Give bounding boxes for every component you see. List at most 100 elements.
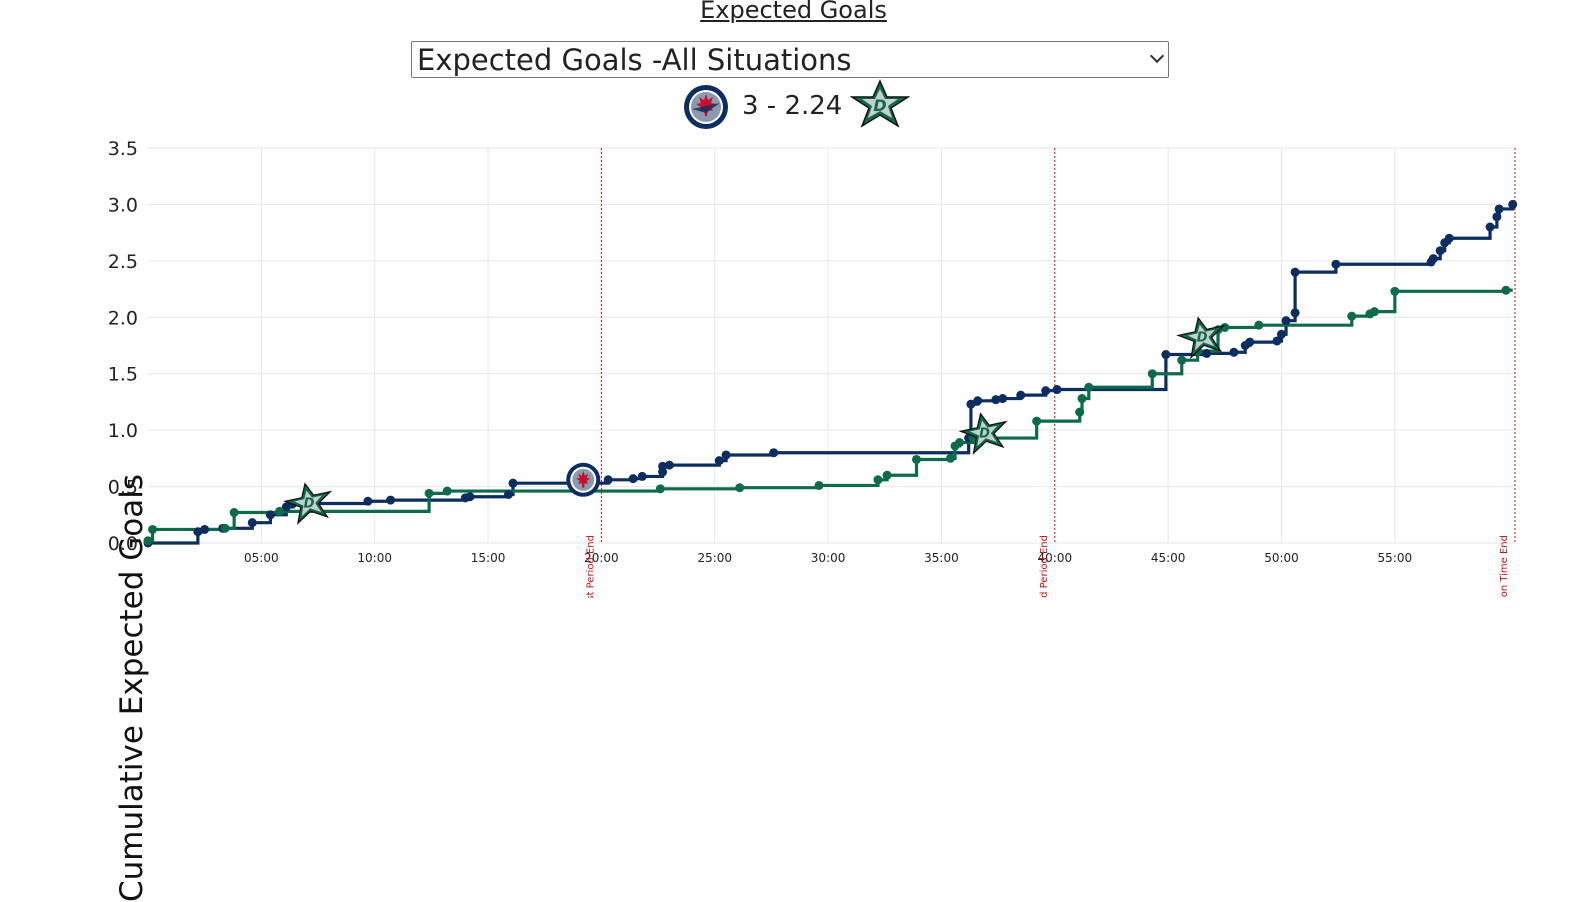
- home-data-point: [664, 460, 674, 470]
- away-data-point: [1347, 311, 1357, 321]
- away-data-point: [955, 438, 965, 448]
- home-data-point: [265, 510, 275, 520]
- home-data-point: [998, 394, 1008, 404]
- away-data-point: [220, 523, 230, 533]
- y-tick-label: 0.0: [108, 533, 138, 555]
- away-data-point: [912, 454, 922, 464]
- y-tick-label: 2.0: [108, 307, 138, 329]
- home-data-point: [193, 527, 203, 537]
- chart-grid: [148, 147, 1515, 544]
- y-tick-label: 1.0: [108, 420, 138, 442]
- home-data-point: [769, 448, 779, 458]
- away-data-point: [1077, 394, 1087, 404]
- series-points: [143, 199, 1518, 548]
- away-data-point: [814, 480, 824, 490]
- away-data-point: [148, 524, 158, 534]
- away-data-point: [1177, 355, 1187, 365]
- x-tick-label: 10:00: [357, 551, 392, 565]
- away-data-point: [424, 488, 434, 498]
- away-data-point: [1369, 307, 1379, 317]
- x-tick-label: 15:00: [471, 551, 506, 565]
- home-data-point: [658, 461, 668, 471]
- away-data-point: [946, 453, 956, 463]
- score-line: 3 - 2.24 D: [0, 79, 1587, 129]
- x-tick-label: 30:00: [811, 551, 846, 565]
- dallas-stars-logo-icon: D: [850, 79, 910, 128]
- away-data-point: [1220, 322, 1230, 332]
- home-data-point: [1485, 222, 1495, 232]
- xg-chart: 05:00 10:00 15:00 20:00 25:00 30:00 35:00 40:00…: [108, 138, 1518, 598]
- away-data-point: [274, 506, 284, 516]
- x-axis-ticks: 05:00 10:00 15:00 20:00 25:00 30:00 35:00 40:00…: [244, 551, 1412, 565]
- away-data-point: [873, 475, 883, 485]
- svg-text:D: D: [304, 496, 315, 511]
- winnipeg-jets-logo-icon: [566, 462, 601, 497]
- home-data-point: [281, 502, 291, 512]
- home-data-point: [1444, 233, 1454, 243]
- situation-dropdown-value: Expected Goals -All Situations: [417, 43, 852, 77]
- home-data-point: [247, 518, 257, 528]
- event-markers: D D D: [282, 316, 1226, 525]
- x-tick-label: 45:00: [1151, 551, 1186, 565]
- away-data-point: [1254, 320, 1264, 330]
- x-tick-label: 20:00: [584, 551, 619, 565]
- home-data-point: [1052, 385, 1062, 395]
- away-data-point: [882, 470, 892, 480]
- home-data-point: [1245, 337, 1255, 347]
- period-markers: 1st Period End 2nd Period End Regulation T…: [585, 148, 1516, 598]
- home-data-point: [1331, 259, 1341, 269]
- home-data-point: [966, 399, 976, 409]
- chevron-down-icon: [1149, 48, 1165, 64]
- y-tick-label: 3.0: [108, 194, 138, 216]
- home-data-point: [1508, 199, 1518, 209]
- away-data-point: [1501, 285, 1511, 295]
- y-axis-ticks: 0.0 0.5 1.0 1.5 2.0 2.5 3.0 3.5: [108, 138, 138, 555]
- home-data-point: [1041, 386, 1051, 396]
- home-data-point: [200, 524, 210, 534]
- y-tick-label: 2.5: [108, 251, 138, 273]
- home-data-point: [1290, 267, 1300, 277]
- home-data-point: [1494, 204, 1504, 214]
- home-data-point: [1492, 212, 1502, 222]
- home-data-point: [1435, 246, 1445, 256]
- away-data-point: [1147, 369, 1157, 379]
- away-data-point: [229, 508, 239, 518]
- away-data-point: [1075, 407, 1085, 417]
- svg-text:D: D: [873, 96, 886, 115]
- x-tick-label: 25:00: [697, 551, 732, 565]
- home-data-point: [991, 395, 1001, 405]
- score-text: 3 - 2.24: [742, 91, 843, 121]
- svg-text:D: D: [1197, 330, 1208, 345]
- home-data-point: [465, 492, 475, 502]
- home-data-point: [1428, 254, 1438, 264]
- home-data-point: [1229, 347, 1239, 357]
- period-marker-label: Regulation Time End: [1499, 535, 1510, 598]
- away-data-point: [655, 484, 665, 494]
- x-tick-label: 50:00: [1264, 551, 1299, 565]
- dallas-stars-logo-icon: D: [1176, 316, 1226, 359]
- home-data-point: [973, 396, 983, 406]
- x-tick-label: 05:00: [244, 551, 279, 565]
- home-data-point: [1202, 348, 1212, 358]
- home-data-point: [386, 495, 396, 505]
- y-tick-label: 3.5: [108, 138, 138, 160]
- y-tick-label: 1.5: [108, 364, 138, 386]
- period-marker-label: 1st Period End: [585, 535, 596, 598]
- chart-heading: Expected Goals: [700, 0, 887, 24]
- svg-text:D: D: [979, 426, 990, 441]
- situation-dropdown[interactable]: Expected Goals -All Situations: [411, 41, 1169, 78]
- winnipeg-jets-logo-icon: [684, 85, 728, 129]
- away-data-point: [442, 486, 452, 496]
- period-marker-label: 2nd Period End: [1039, 535, 1050, 598]
- home-data-point: [1161, 350, 1171, 360]
- home-data-point: [1290, 308, 1300, 318]
- away-data-point: [1032, 416, 1042, 426]
- dallas-stars-logo-icon: D: [282, 482, 333, 525]
- home-data-point: [508, 478, 518, 488]
- home-data-point: [363, 496, 373, 506]
- away-data-point: [1390, 286, 1400, 296]
- home-data-point: [628, 474, 638, 484]
- y-tick-label: 0.5: [108, 477, 138, 499]
- away-data-point: [735, 483, 745, 493]
- home-data-point: [1276, 329, 1286, 339]
